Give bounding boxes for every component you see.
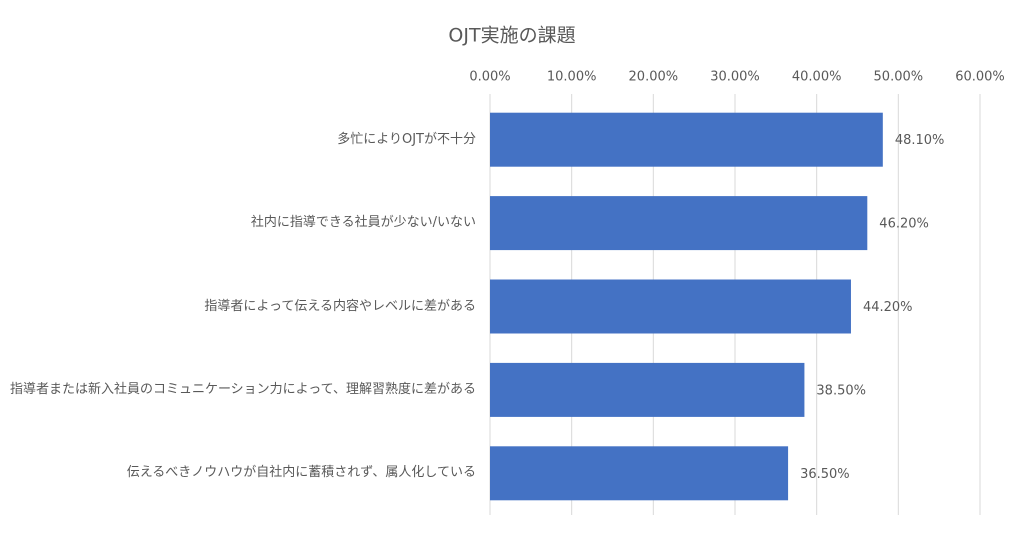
x-tick-label: 20.00% <box>629 70 679 85</box>
bar <box>490 112 883 167</box>
y-tick-label-box: 多忙によりOJTが不十分 <box>0 129 476 151</box>
y-tick-label: 社内に指導できる社員が少ない/いない <box>250 215 476 231</box>
y-tick-label-box: 伝えるべきノウハウが自社内に蓄積されず、属人化している <box>0 462 476 484</box>
y-tick-label: 指導者によって伝える内容やレベルに差がある <box>204 298 476 314</box>
y-tick-label: 伝えるべきノウハウが自社内に蓄積されず、属人化している <box>126 465 476 481</box>
x-tick-label: 50.00% <box>874 70 924 85</box>
value-label: 44.20% <box>863 300 913 315</box>
bar <box>490 362 805 417</box>
bar <box>490 196 868 251</box>
x-tick-label: 60.00% <box>955 70 1005 85</box>
bar <box>490 446 789 501</box>
y-tick-label-box: 指導者または新入社員のコミュニケーション力によって、理解習熟度に差がある <box>0 379 476 401</box>
chart-title: OJT実施の課題 <box>448 25 575 47</box>
x-tick-label: 30.00% <box>710 70 760 85</box>
x-tick-label: 0.00% <box>469 70 510 85</box>
y-tick-label: 指導者または新入社員のコミュニケーション力によって、理解習熟度に差がある <box>9 381 476 397</box>
y-tick-label-box: 指導者によって伝える内容やレベルに差がある <box>0 296 476 318</box>
y-tick-label-box: 社内に指導できる社員が少ない/いない <box>0 212 476 234</box>
bar <box>490 279 851 334</box>
y-tick-label: 多忙によりOJTが不十分 <box>337 131 476 147</box>
value-label: 46.20% <box>879 217 929 232</box>
value-label: 36.50% <box>800 467 850 482</box>
x-tick-label: 10.00% <box>547 70 597 85</box>
value-label: 48.10% <box>895 133 945 148</box>
value-label: 38.50% <box>816 383 866 398</box>
x-tick-label: 40.00% <box>792 70 842 85</box>
